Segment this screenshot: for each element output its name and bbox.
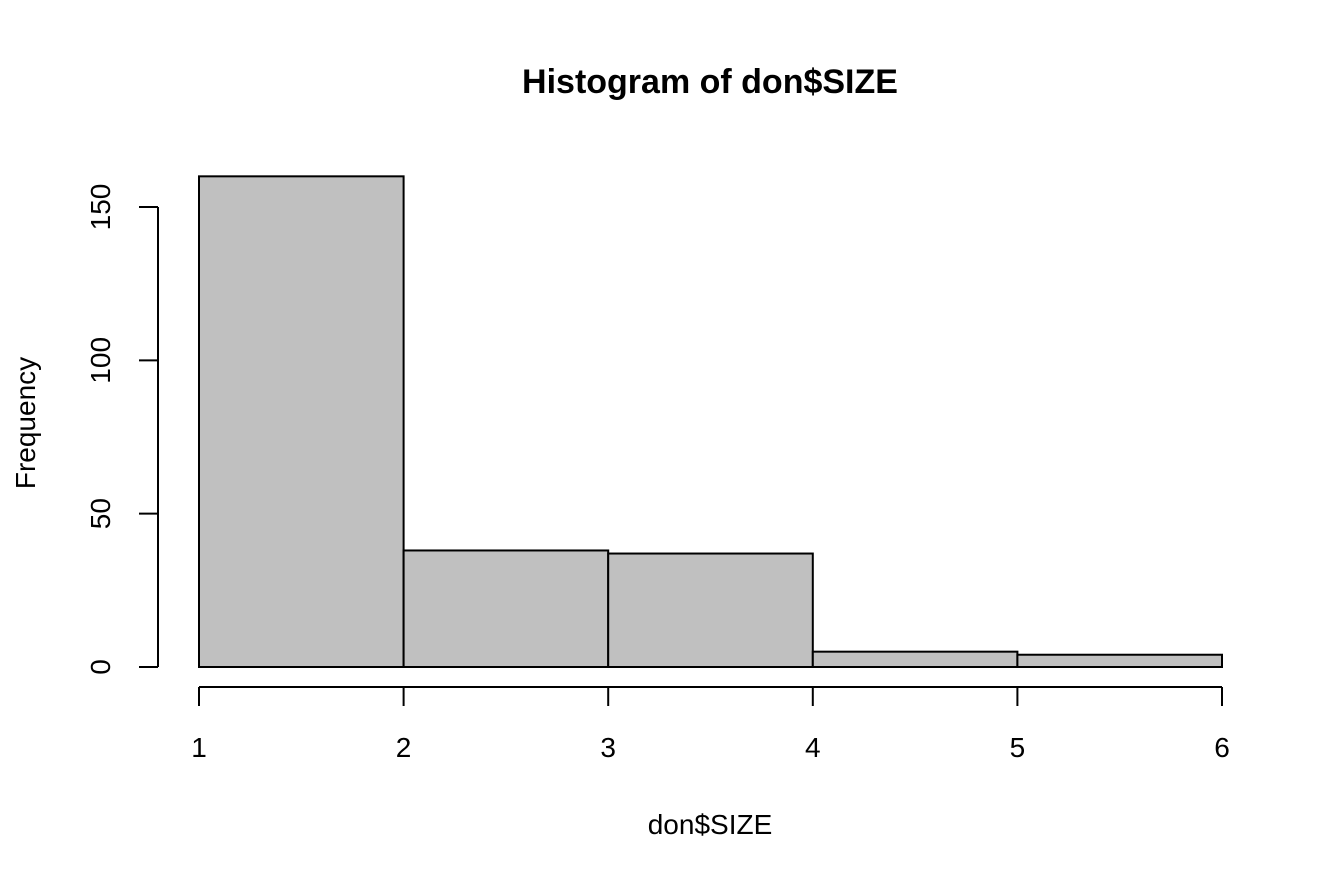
x-tick-label: 6 xyxy=(1214,732,1230,763)
x-tick-label: 4 xyxy=(805,732,821,763)
x-tick-label: 5 xyxy=(1010,732,1026,763)
x-tick-label: 3 xyxy=(600,732,616,763)
y-tick-label: 150 xyxy=(85,184,116,231)
y-tick-label: 100 xyxy=(85,337,116,384)
y-tick-label: 50 xyxy=(85,498,116,529)
histogram-bar-5 xyxy=(1016,653,1224,669)
histogram-bar-2 xyxy=(402,549,610,669)
x-axis: 1 2 3 4 5 6 xyxy=(191,686,1230,763)
y-tick-label: 0 xyxy=(85,659,116,675)
histogram-bar-3 xyxy=(607,552,814,668)
bars-group xyxy=(198,175,1224,669)
x-axis-label: don$SIZE xyxy=(648,809,773,840)
histogram-bar-4 xyxy=(811,650,1019,669)
chart-title: Histogram of don$SIZE xyxy=(522,63,898,101)
y-axis: 0 50 100 150 xyxy=(85,184,159,675)
x-tick-label: 2 xyxy=(396,732,412,763)
y-axis-label: Frequency xyxy=(10,357,41,489)
x-tick-label: 1 xyxy=(191,732,207,763)
histogram-bar-1 xyxy=(198,175,405,668)
